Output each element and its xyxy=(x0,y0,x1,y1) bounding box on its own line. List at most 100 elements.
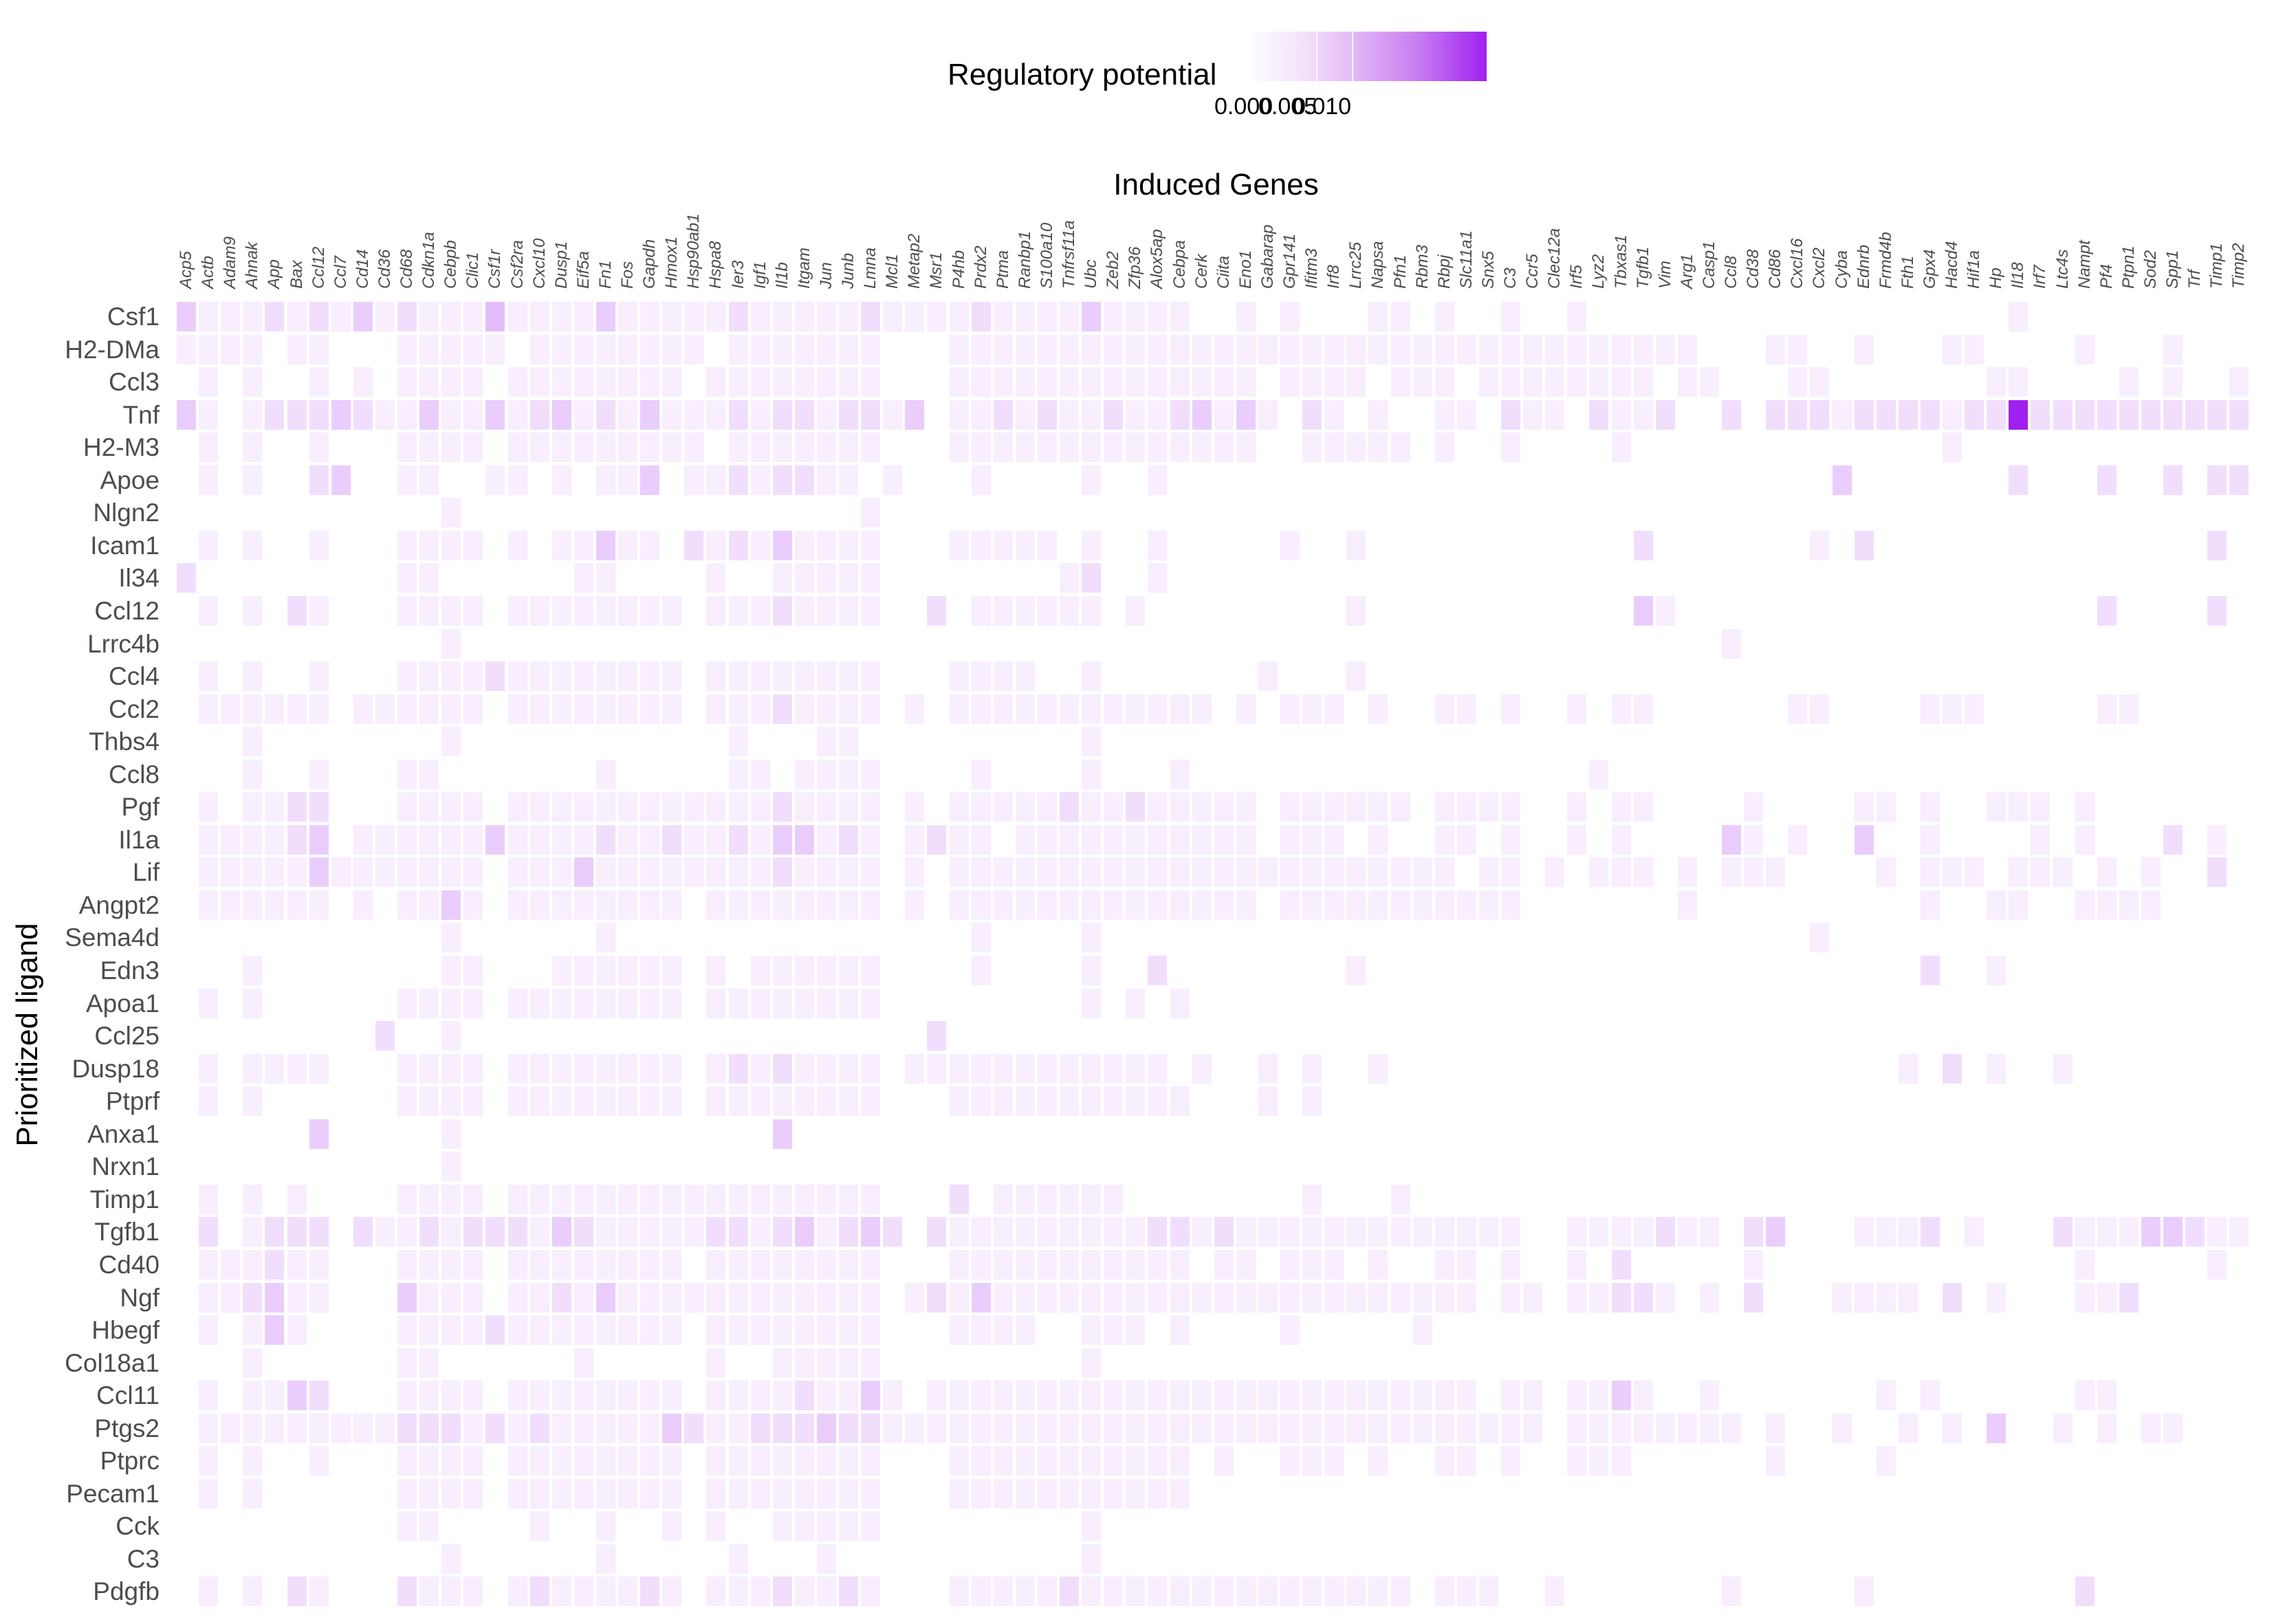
heatmap-cell xyxy=(861,1086,881,1117)
heatmap-cell xyxy=(551,1413,571,1443)
heatmap-cell xyxy=(2075,792,2095,822)
heatmap-cell xyxy=(595,890,615,920)
heatmap-cell xyxy=(199,367,219,397)
heatmap-cell xyxy=(1677,890,1697,920)
heatmap-cell xyxy=(794,759,814,789)
heatmap-cell xyxy=(839,727,858,757)
heatmap-cell xyxy=(816,1249,836,1280)
heatmap-cell xyxy=(463,1381,483,1411)
heatmap-cell xyxy=(772,661,792,692)
heatmap-cell xyxy=(2207,1249,2227,1280)
heatmap-cell xyxy=(883,399,903,430)
heatmap-cell xyxy=(2097,1217,2117,1247)
heatmap-cell xyxy=(1611,1282,1631,1313)
heatmap-cell xyxy=(1699,367,1719,397)
y-tick-label: Apoe xyxy=(100,465,160,494)
heatmap-cell xyxy=(463,661,483,692)
heatmap-cell xyxy=(2009,890,2029,920)
heatmap-cell xyxy=(1302,1217,1322,1247)
heatmap-cell xyxy=(971,334,991,364)
heatmap-cell xyxy=(463,1249,483,1280)
heatmap-cell xyxy=(1258,1413,1278,1443)
heatmap-cell xyxy=(1060,1184,1079,1214)
heatmap-cell xyxy=(1148,1053,1168,1084)
heatmap-cell xyxy=(816,432,836,463)
heatmap-cell xyxy=(662,334,682,364)
heatmap-cell xyxy=(441,661,461,692)
heatmap-cell xyxy=(1082,1478,1102,1508)
heatmap-cell xyxy=(1214,1381,1234,1411)
heatmap-cell xyxy=(1965,1217,1985,1247)
heatmap-cell xyxy=(662,1446,682,1476)
heatmap-cell xyxy=(1943,1053,1962,1084)
heatmap-cell xyxy=(1126,334,1146,364)
heatmap-cell xyxy=(507,1217,527,1247)
x-tick-label: Nampt xyxy=(2075,240,2094,289)
heatmap-cell xyxy=(309,1053,329,1084)
heatmap-cell xyxy=(684,824,704,855)
heatmap-cell xyxy=(618,792,637,822)
heatmap-cell xyxy=(861,956,881,985)
heatmap-cell xyxy=(309,792,329,822)
x-tick-label: Hspa8 xyxy=(706,241,725,289)
heatmap-cell xyxy=(1920,890,1940,920)
y-tick-label: Ccl2 xyxy=(108,694,160,723)
heatmap-cell xyxy=(573,399,593,430)
heatmap-cell xyxy=(463,1086,483,1117)
heatmap-cell xyxy=(993,1478,1013,1508)
heatmap-cell xyxy=(1368,1282,1388,1313)
heatmap-cell xyxy=(640,465,660,495)
heatmap-cell xyxy=(1082,465,1102,495)
heatmap-cell xyxy=(287,857,307,888)
heatmap-cell xyxy=(1744,792,1764,822)
heatmap-cell xyxy=(1037,530,1057,560)
heatmap-cell xyxy=(1060,792,1079,822)
heatmap-cell xyxy=(1965,399,1985,430)
heatmap-cell xyxy=(419,1478,439,1508)
y-axis-title: Prioritized ligand xyxy=(10,923,44,1147)
y-tick-label: H2-DMa xyxy=(65,335,160,364)
heatmap-cell xyxy=(772,1249,792,1280)
heatmap-cell xyxy=(1434,792,1454,822)
x-tick-label: Pf4 xyxy=(2097,263,2116,289)
heatmap-cell xyxy=(507,302,527,331)
heatmap-cell xyxy=(1236,334,1256,364)
heatmap-cell xyxy=(441,727,461,757)
heatmap-cell xyxy=(772,1053,792,1084)
heatmap-cell xyxy=(419,530,439,560)
heatmap-cell xyxy=(1589,1413,1609,1443)
heatmap-cell xyxy=(640,824,660,855)
heatmap-cell xyxy=(177,334,196,364)
heatmap-cell xyxy=(1965,334,1985,364)
heatmap-cell xyxy=(353,399,373,430)
heatmap-cell xyxy=(1501,1381,1520,1411)
heatmap-cell xyxy=(794,1249,814,1280)
heatmap-cell xyxy=(1633,1217,1653,1247)
heatmap-cell xyxy=(1082,1282,1102,1313)
heatmap-cell xyxy=(1170,399,1190,430)
heatmap-cell xyxy=(794,857,814,888)
heatmap-cell xyxy=(221,1282,241,1313)
heatmap-cell xyxy=(750,857,770,888)
heatmap-cell xyxy=(199,694,219,724)
heatmap-cell xyxy=(706,465,726,495)
heatmap-cell xyxy=(1015,1381,1035,1411)
heatmap-cell xyxy=(794,824,814,855)
heatmap-cell xyxy=(618,1577,637,1607)
heatmap-cell xyxy=(265,1413,285,1443)
heatmap-cell xyxy=(772,432,792,463)
heatmap-cell xyxy=(662,1217,682,1247)
heatmap-cell xyxy=(1148,857,1168,888)
heatmap-cell xyxy=(1214,792,1234,822)
heatmap-cell xyxy=(309,1413,329,1443)
heatmap-cell xyxy=(1324,399,1344,430)
heatmap-cell xyxy=(529,857,549,888)
x-tick-label: Il1b xyxy=(772,262,791,289)
heatmap-cell xyxy=(199,1184,219,1214)
x-tick-label: Rbpj xyxy=(1434,254,1454,289)
heatmap-cell xyxy=(485,302,505,331)
heatmap-cell xyxy=(1015,1086,1035,1117)
heatmap-cell xyxy=(1126,1217,1146,1247)
heatmap-cell xyxy=(1302,1249,1322,1280)
heatmap-cell xyxy=(1722,628,1741,659)
